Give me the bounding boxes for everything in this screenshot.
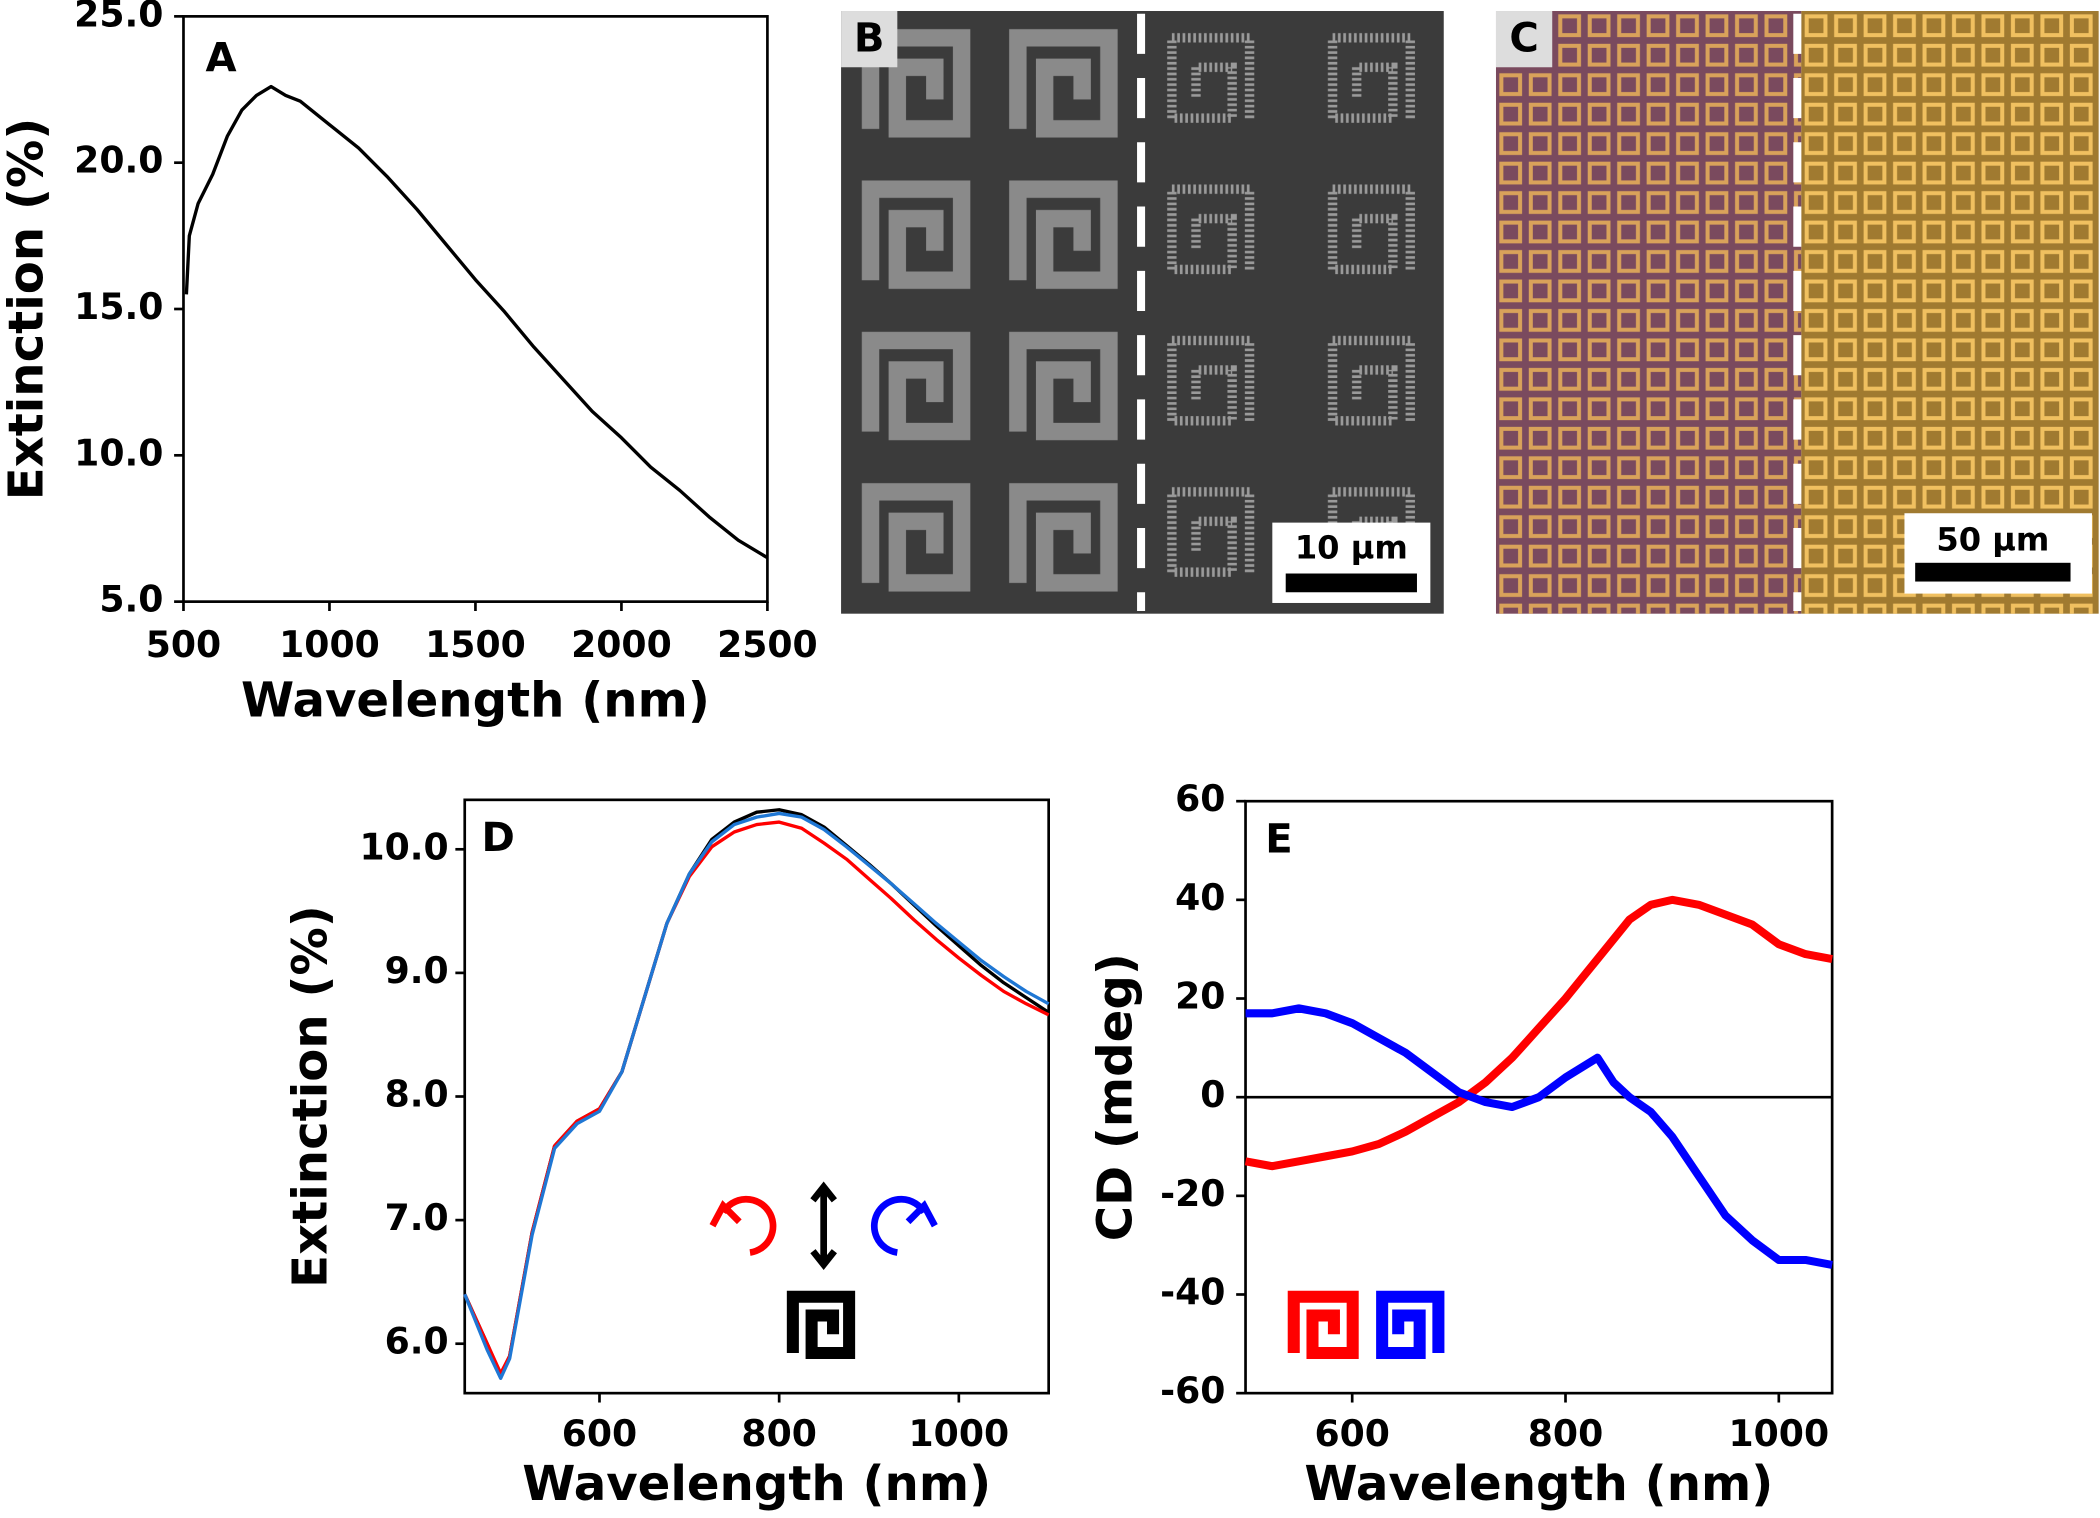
plot-frame	[182, 15, 769, 603]
data-line	[463, 820, 1050, 1376]
x-tick-label: 600	[562, 1412, 637, 1455]
x-tick-label: 800	[741, 1412, 816, 1455]
data-line	[463, 811, 1050, 1380]
y-tick-label: 20.0	[74, 139, 163, 182]
x-tick-label: 2000	[571, 623, 672, 666]
lcp-arrow	[720, 1195, 777, 1256]
y-tick-label: 0	[1200, 1073, 1225, 1116]
data-line	[1244, 895, 1833, 1171]
scale-bar	[1915, 562, 2071, 582]
x-tick-label: 1000	[1728, 1412, 1829, 1455]
x-tick-label: 2500	[717, 623, 818, 666]
x-axis-title: Wavelength (nm)	[241, 672, 710, 728]
panel: 500 1000 1500 2000 2500 5.0 10.0 15.0 20.0 25.0 A W…	[0, 0, 818, 728]
y-tick-label: -40	[1160, 1270, 1225, 1313]
panel-b: B 10 µm	[841, 11, 1444, 614]
y-tick-label: 20	[1175, 975, 1225, 1018]
y-tick-label: 25.0	[74, 0, 163, 35]
sem-structures	[841, 11, 1139, 614]
spiral-icon	[786, 1290, 856, 1359]
y-tick-label: 6.0	[385, 1320, 449, 1363]
label-box	[841, 11, 898, 68]
y-tick-label: 10.0	[359, 825, 448, 868]
panel-label: A	[205, 36, 236, 82]
rcp-arrowhead	[905, 1200, 938, 1228]
x-tick-label: 500	[146, 623, 221, 666]
panel-label: B	[854, 15, 885, 61]
label-box	[1495, 11, 1553, 68]
rcp-arrow	[870, 1195, 927, 1256]
x-axis-title: Wavelength (nm)	[1304, 1456, 1773, 1512]
x-tick-label: 1000	[279, 623, 380, 666]
y-axis-title: Extinction (%)	[282, 905, 338, 1288]
y-tick-label: 15.0	[74, 285, 163, 328]
y-tick-label: -20	[1160, 1172, 1225, 1215]
panel-label: E	[1265, 816, 1292, 862]
data-line	[463, 808, 1050, 1377]
panel: 600 800 1000 6.0 7.0 8.0 9.0 10.0 D Wavelength (n…	[282, 798, 1050, 1512]
polarization-icons	[709, 1181, 938, 1359]
y-tick-label: 60	[1175, 777, 1225, 820]
x-tick-label: 1000	[909, 1412, 1010, 1455]
handedness-icons	[1287, 1290, 1445, 1359]
scale-bar	[1285, 573, 1417, 593]
y-axis-title: Extinction (%)	[0, 118, 54, 501]
sem-structures	[1138, 11, 1444, 614]
x-tick-label: 1500	[425, 623, 526, 666]
lcp-arrowhead	[709, 1200, 742, 1228]
y-tick-label: -60	[1160, 1369, 1225, 1412]
x-tick-label: 800	[1528, 1412, 1603, 1455]
y-tick-label: 5.0	[99, 578, 163, 621]
y-tick-label: 40	[1175, 876, 1225, 919]
y-axis-title: CD (mdeg)	[1087, 953, 1143, 1241]
x-axis-title: Wavelength (nm)	[522, 1456, 991, 1512]
plot-frame	[463, 798, 1050, 1395]
left-spiral-icon	[1287, 1290, 1359, 1359]
right-spiral-icon	[1376, 1290, 1445, 1359]
y-tick-label: 10.0	[74, 431, 163, 474]
x-tick-label: 600	[1314, 1412, 1389, 1455]
panel-c: C 50 µm	[1495, 11, 2099, 614]
scale-bar-label: 50 µm	[1936, 520, 2049, 558]
optical-structures	[1495, 11, 1802, 614]
scale-bar-label: 10 µm	[1295, 528, 1408, 566]
y-tick-label: 7.0	[385, 1196, 449, 1239]
panel-label: D	[482, 815, 515, 861]
panel-label: C	[1509, 15, 1538, 61]
y-tick-label: 9.0	[385, 949, 449, 992]
linear-arrowheads	[810, 1181, 837, 1270]
data-line	[184, 84, 769, 560]
panel: 600 800 1000 -60 -40 -20 0 20 40 60 E Wavelength (n…	[1087, 777, 1834, 1512]
data-line	[1245, 1004, 1833, 1269]
y-tick-label: 8.0	[385, 1073, 449, 1116]
